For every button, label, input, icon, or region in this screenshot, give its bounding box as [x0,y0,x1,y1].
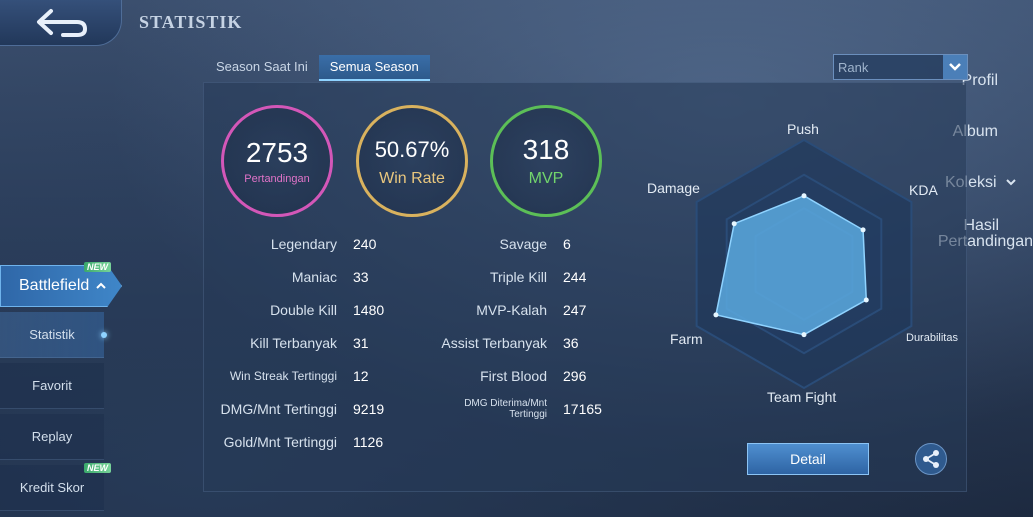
sidebar-sub-label: Favorit [32,378,72,393]
season-tabs: Season Saat Ini Semua Season [205,55,430,81]
stat-label-line: Tertinggi [509,409,547,420]
stat-value: 240 [353,236,377,252]
sidebar-item-label: Hasil [963,217,999,234]
radar-label-damage: Damage [647,180,700,196]
sidebar-item-profil[interactable]: Profil [962,72,998,90]
radar-label-kda: KDA [909,182,938,198]
radar-label-durabilitas: Durabilitas [906,332,958,344]
rank-select-value: Rank [838,59,869,75]
mvp-label: MVP [528,170,564,187]
stat-label: Legendary [270,236,337,252]
stat-label: MVP-Kalah [476,302,547,318]
tab-season-saat-ini[interactable]: Season Saat Ini [216,59,308,74]
stat-value: 1480 [353,302,385,318]
stat-value: 36 [563,335,579,351]
chevron-down-icon [1006,179,1016,186]
stat-value: 296 [563,368,587,384]
stat-value: 1126 [353,434,384,450]
stat-label: Double Kill [270,302,337,318]
matches-circle: 2753 Pertandingan [221,105,333,217]
chevron-down-icon [943,55,967,79]
stat-label: Win Streak Tertinggi [229,369,337,383]
sidebar-item-label: Battlefield [19,277,90,294]
win-rate-value: 50.67% [374,137,450,162]
new-badge: NEW [84,262,111,272]
sidebar-sub-label: Kredit Skor [19,480,85,495]
stat-label: Gold/Mnt Tertinggi [223,434,337,450]
stat-label: Savage [499,236,547,252]
win-rate-label: Win Rate [379,170,445,187]
active-indicator-dot [101,332,107,338]
win-rate-circle: 50.67% Win Rate [356,105,468,217]
stat-value: 244 [563,269,587,285]
stat-label-line: DMG Diterima/Mnt [464,398,547,409]
sidebar-item-label: Profil [961,72,998,89]
stat-value: 17165 [563,401,602,417]
radar-label-team-fight: Team Fight [767,389,837,405]
detail-button[interactable]: Detail [747,443,869,475]
stat-label: Assist Terbanyak [441,335,547,351]
share-icon [923,450,939,468]
radar-label-push: Push [787,121,819,137]
back-arrow-icon [36,8,87,37]
mvp-value: 318 [522,134,570,165]
stat-value: 12 [353,368,369,384]
rank-select[interactable]: Rank [833,54,968,80]
chevron-up-icon [96,282,106,289]
tab-semua-season[interactable]: Semua Season [318,55,430,81]
share-button[interactable] [915,443,947,475]
stat-label-multiline: DMG Diterima/Mnt Tertinggi [464,398,547,420]
radar-label-farm: Farm [670,331,703,347]
stat-value: 9219 [353,401,385,417]
mvp-circle: 318 MVP [490,105,602,217]
page-title: STATISTIK [139,12,243,32]
stat-label: First Blood [480,368,547,384]
stat-value: 247 [563,302,587,318]
stat-label: Triple Kill [489,269,547,285]
sidebar-sub-statistik[interactable]: Statistik [0,312,104,358]
sidebar-sub-favorit[interactable]: Favorit [0,363,104,409]
sidebar-sub-kredit-skor[interactable]: Kredit Skor [0,465,104,511]
sidebar-sub-label: Statistik [29,327,75,342]
matches-value: 2753 [245,137,309,168]
stat-label: Maniac [291,269,337,285]
stat-value: 31 [353,335,369,351]
sidebar-sub-label: Replay [31,429,73,444]
matches-label: Pertandingan [244,173,310,185]
stat-value: 6 [563,236,571,252]
sidebar-sub-replay[interactable]: Replay [0,414,104,460]
stat-value: 33 [353,269,369,285]
sidebar-item-battlefield[interactable]: Battlefield [0,265,122,307]
stat-label: Kill Terbanyak [250,335,337,351]
back-button[interactable] [0,0,122,46]
new-badge: NEW [84,463,111,473]
stat-label: DMG/Mnt Tertinggi [220,401,337,417]
